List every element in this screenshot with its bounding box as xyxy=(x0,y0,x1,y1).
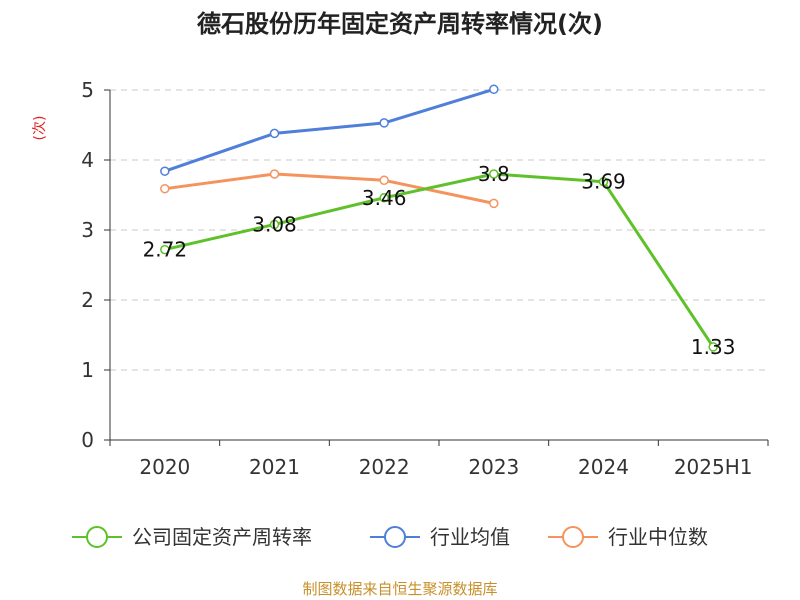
series-group xyxy=(160,84,718,352)
x-tick-label: 2021 xyxy=(249,455,300,479)
data-point xyxy=(379,175,389,186)
legend-item-1: 行业均值 xyxy=(370,525,510,549)
y-axis-label: (次) xyxy=(32,116,48,141)
data-labels: 2.72 3.08 3.46 3.8 3.69 1.33 xyxy=(143,162,736,359)
data-point xyxy=(598,176,609,187)
y-tick-label: 3 xyxy=(81,218,94,242)
chart-title: 德石股份历年固定资产周转率情况(次) xyxy=(197,10,603,38)
series-1 xyxy=(160,84,499,176)
series-2 xyxy=(160,169,499,209)
data-label: 2.72 xyxy=(143,238,188,262)
data-label: 3.69 xyxy=(581,170,626,194)
series-line xyxy=(164,87,495,173)
data-point xyxy=(489,169,499,179)
x-tick-label: 2022 xyxy=(359,455,410,479)
x-tick-labels: 2020 2021 2022 2023 2024 2025H1 xyxy=(139,455,752,479)
data-point xyxy=(708,342,718,352)
series-0 xyxy=(160,169,718,352)
data-point xyxy=(379,118,389,128)
data-label: 3.8 xyxy=(478,162,510,186)
legend-label: 行业均值 xyxy=(430,525,510,549)
grid-lines xyxy=(110,89,768,371)
y-tick-label: 1 xyxy=(81,358,94,382)
y-tick-label: 4 xyxy=(81,148,94,172)
legend-label: 行业中位数 xyxy=(608,525,708,549)
data-point xyxy=(489,198,499,209)
source-note: 制图数据来自恒生聚源数据库 xyxy=(302,580,497,598)
data-point xyxy=(160,244,170,255)
legend-marker xyxy=(86,526,108,548)
x-tick-label: 2023 xyxy=(468,455,519,479)
data-point xyxy=(269,169,280,179)
x-tick-label: 2020 xyxy=(139,455,190,479)
series-line xyxy=(164,172,495,205)
axes xyxy=(104,89,769,446)
y-tick-label: 0 xyxy=(81,428,94,452)
x-tick-label: 2024 xyxy=(578,455,629,479)
series-line xyxy=(164,172,715,348)
legend-marker xyxy=(562,526,584,548)
data-label: 3.46 xyxy=(362,186,407,210)
data-point xyxy=(269,219,280,230)
legend-item-2: 行业中位数 xyxy=(548,525,708,549)
data-point xyxy=(269,128,280,139)
data-label: 3.08 xyxy=(252,212,297,236)
data-point xyxy=(379,193,389,203)
y-tick-labels: 0 1 2 3 4 5 xyxy=(81,78,94,452)
legend: 公司固定资产周转率 行业均值 行业中位数 xyxy=(72,525,708,549)
y-tick-label: 5 xyxy=(81,78,94,102)
data-point xyxy=(489,84,499,95)
x-tick-label: 2025H1 xyxy=(674,455,753,479)
legend-label: 公司固定资产周转率 xyxy=(132,525,312,549)
data-label: 1.33 xyxy=(691,335,736,359)
legend-marker xyxy=(384,526,406,548)
data-point xyxy=(160,183,170,194)
legend-item-0: 公司固定资产周转率 xyxy=(72,525,312,549)
y-tick-label: 2 xyxy=(81,288,94,312)
data-point xyxy=(160,166,170,176)
